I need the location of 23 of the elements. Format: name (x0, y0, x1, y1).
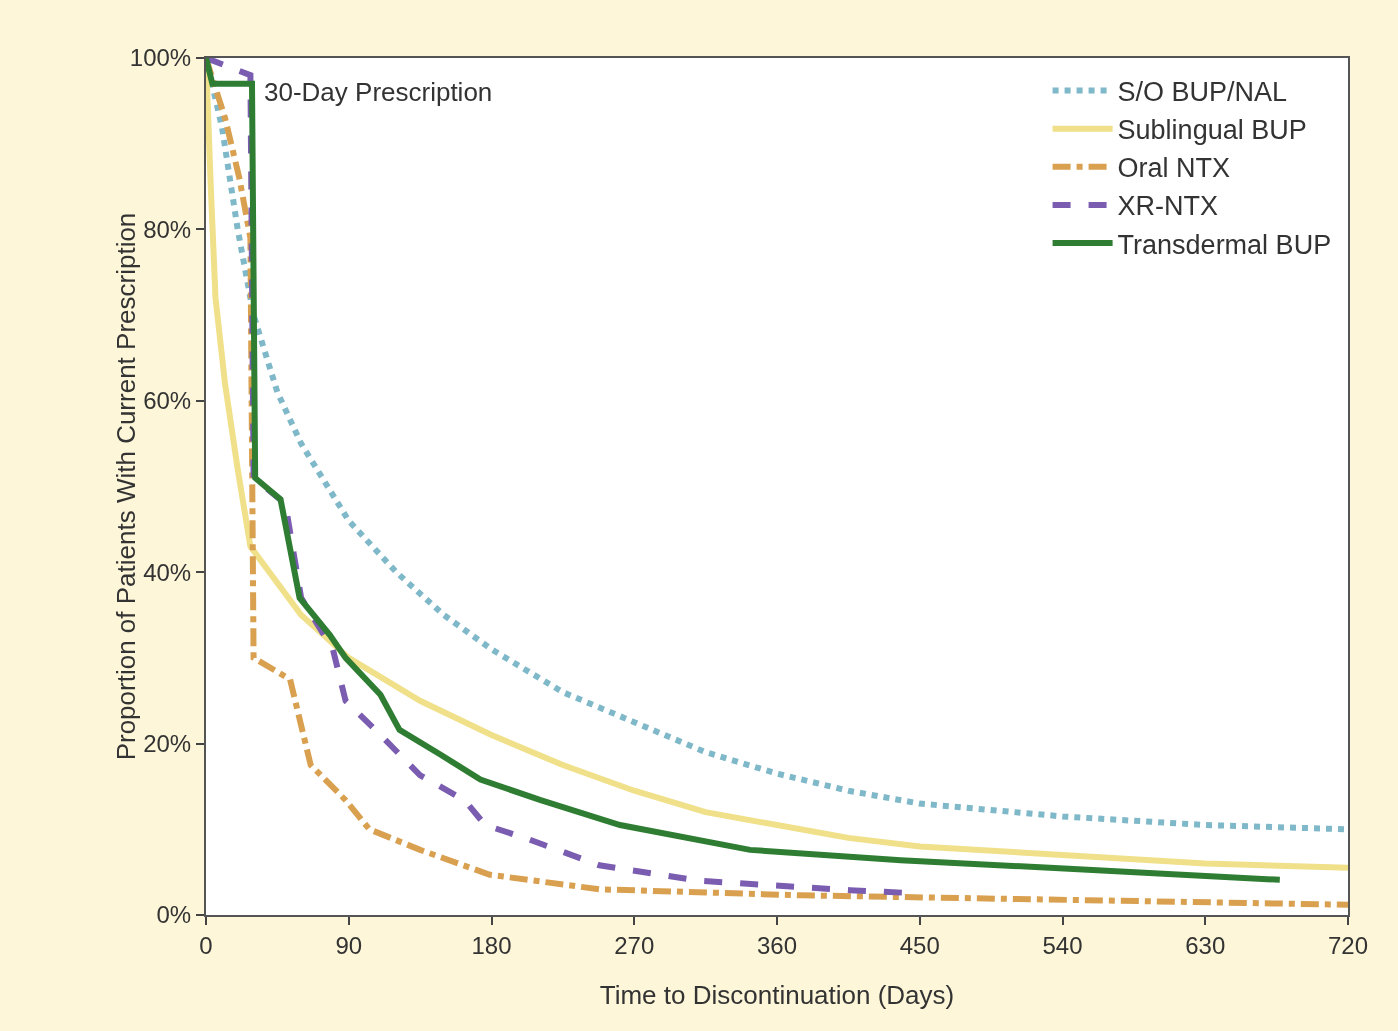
x-tick-label: 90 (335, 931, 363, 959)
y-tick-label: 0% (156, 901, 192, 929)
x-tick-label: 720 (1327, 931, 1369, 959)
x-tick-label: 540 (1042, 931, 1083, 959)
annotation: 30-Day Prescription (264, 77, 493, 107)
legend-label: Oral NTX (1117, 153, 1231, 184)
x-tick-label: 450 (899, 931, 940, 959)
legend-label: Sublingual BUP (1117, 115, 1307, 146)
x-axis-title: Time to Discontinuation (Days) (599, 980, 955, 1010)
y-tick-label: 40% (143, 558, 192, 586)
y-tick-label: 100% (129, 44, 192, 72)
y-tick-label: 80% (143, 215, 192, 243)
y-axis-title: Proportion of Patients With Current Prescription (111, 212, 142, 761)
x-tick-label: 0 (199, 931, 213, 959)
legend-label: Transdermal BUP (1117, 229, 1332, 260)
x-tick-label: 180 (471, 931, 512, 959)
legend-label: S/O BUP/NAL (1117, 77, 1288, 108)
x-tick-label: 360 (756, 931, 798, 959)
x-tick-label: 630 (1185, 931, 1226, 959)
legend-label: XR-NTX (1117, 191, 1219, 222)
y-tick-label: 20% (143, 730, 192, 757)
y-tick-label: 60% (143, 387, 192, 415)
x-tick-label: 270 (614, 931, 655, 959)
